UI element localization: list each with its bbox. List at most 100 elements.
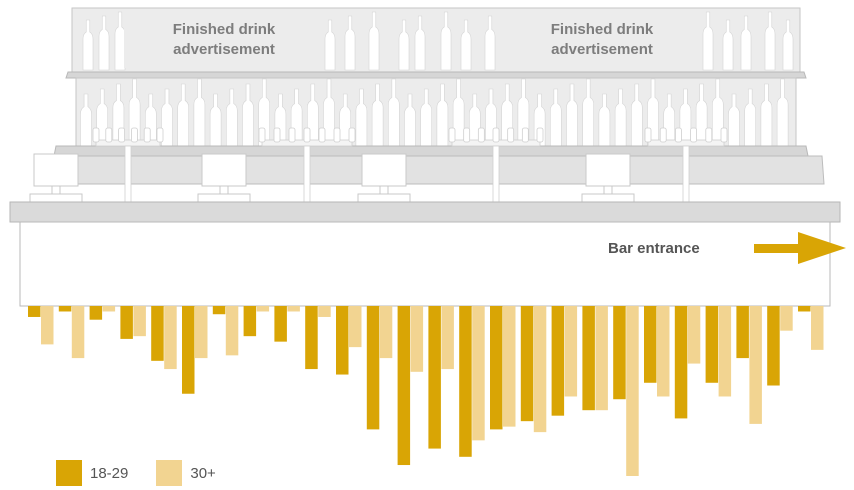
advert-right-line2: advertisement — [551, 41, 653, 58]
bar-18-29 — [274, 306, 287, 342]
beer-taps — [92, 127, 728, 205]
bar-18-29 — [459, 306, 472, 457]
legend: 18-29 30+ — [56, 460, 244, 486]
bar-18-29 — [120, 306, 133, 339]
bottle-icon — [695, 83, 708, 147]
bottle-icon — [728, 93, 740, 147]
bottle-icon — [161, 88, 173, 147]
bar-entrance-label: Bar entrance — [608, 240, 700, 257]
legend-label-18-29: 18-29 — [90, 464, 129, 482]
bottle-icon — [582, 78, 594, 147]
bar-18-29 — [151, 306, 164, 361]
tap-tower-icon — [92, 127, 164, 205]
bar-30-plus — [410, 306, 424, 372]
middle-shelf-ledge — [53, 145, 809, 157]
bottle-icon — [420, 88, 432, 147]
bar-30-plus — [533, 306, 547, 433]
bar-30-plus — [256, 306, 270, 312]
bar-30-plus — [811, 306, 824, 350]
bottle-icon — [722, 19, 734, 71]
bar-30-plus — [780, 306, 793, 331]
bar-30-plus — [71, 306, 85, 359]
bottle-icon — [782, 19, 794, 71]
cash-register-icon — [581, 153, 635, 203]
bottle-icon — [740, 15, 752, 71]
bar-30-plus — [102, 306, 116, 312]
bar-18-29 — [798, 306, 811, 312]
bar-18-29 — [397, 306, 411, 466]
bottle-icon — [344, 15, 356, 71]
bar-18-29 — [674, 306, 688, 419]
bar-30-plus — [472, 306, 485, 441]
bottle-icon — [323, 78, 335, 147]
bar-30-plus — [595, 306, 608, 411]
bottle-icon — [82, 19, 94, 71]
upper-shelf-bottles — [82, 11, 794, 71]
bar-18-29 — [366, 306, 380, 430]
bottle-icon — [550, 88, 562, 147]
bar-30-plus — [349, 306, 362, 348]
bottle-icon — [760, 83, 773, 147]
bottle-icon — [80, 93, 92, 147]
upper-shelf-ledge — [65, 71, 807, 79]
bar-30-plus — [225, 306, 239, 356]
bar-30-plus — [564, 306, 578, 397]
bottle-icon — [566, 83, 578, 147]
bottle-icon — [404, 93, 416, 147]
bottle-icon — [414, 15, 426, 71]
bottle-icon — [371, 83, 384, 147]
advert-left-line1: Finished drink — [173, 21, 276, 38]
bar-18-29 — [28, 306, 41, 317]
bottle-icon — [469, 93, 481, 147]
bottle-icon — [484, 15, 496, 71]
bar-30-plus — [318, 306, 331, 317]
bar-counter-top — [9, 201, 841, 223]
bottle-icon — [440, 11, 452, 71]
legend-swatch-30-plus — [156, 460, 183, 486]
bar-18-29 — [613, 306, 626, 400]
bottle-icon — [679, 88, 692, 147]
bottle-icon — [242, 83, 254, 147]
bottle-icon — [98, 15, 110, 71]
bar-18-29 — [644, 306, 657, 383]
bar-18-29 — [520, 306, 534, 422]
bar-18-29 — [582, 306, 595, 411]
bottle-icon — [96, 88, 108, 147]
cash-register-icon — [29, 153, 83, 203]
tap-tower-icon — [258, 127, 356, 205]
bottle-icon — [744, 88, 756, 147]
bottle-icon — [712, 78, 724, 147]
bottle-icon — [388, 78, 400, 147]
legend-item-30-plus: 30+ — [156, 460, 216, 486]
bar-18-29 — [336, 306, 349, 375]
legend-item-18-29: 18-29 — [56, 460, 128, 486]
bottle-icon — [452, 78, 465, 147]
entrance-arrow-icon — [754, 232, 846, 264]
bar-18-29 — [551, 306, 565, 416]
bottle-icon — [631, 83, 643, 147]
bar-30-plus — [164, 306, 177, 370]
bar-30-plus — [441, 306, 454, 370]
back-counter — [35, 155, 825, 185]
bottle-icon — [436, 83, 449, 147]
bottle-icon — [324, 19, 336, 71]
legend-swatch-18-29 — [56, 460, 82, 486]
bottle-icon — [209, 93, 222, 147]
advert-panel-left — [124, 12, 320, 68]
bar-30-plus — [379, 306, 393, 359]
cash-register-icon — [357, 153, 411, 203]
bottle-icon — [764, 11, 776, 71]
bar-18-29 — [428, 306, 441, 449]
chart-bars — [28, 306, 824, 476]
bar-18-29 — [305, 306, 318, 370]
bottle-icon — [614, 88, 627, 147]
bar-30-plus — [657, 306, 670, 397]
bottle-icon — [398, 19, 410, 71]
bar-30-plus — [41, 306, 54, 345]
bar-18-29 — [736, 306, 749, 359]
bar-30-plus — [687, 306, 701, 364]
legend-label-30-plus: 30+ — [190, 464, 216, 482]
bar-30-plus — [749, 306, 762, 424]
bar-counter-front — [19, 221, 831, 307]
